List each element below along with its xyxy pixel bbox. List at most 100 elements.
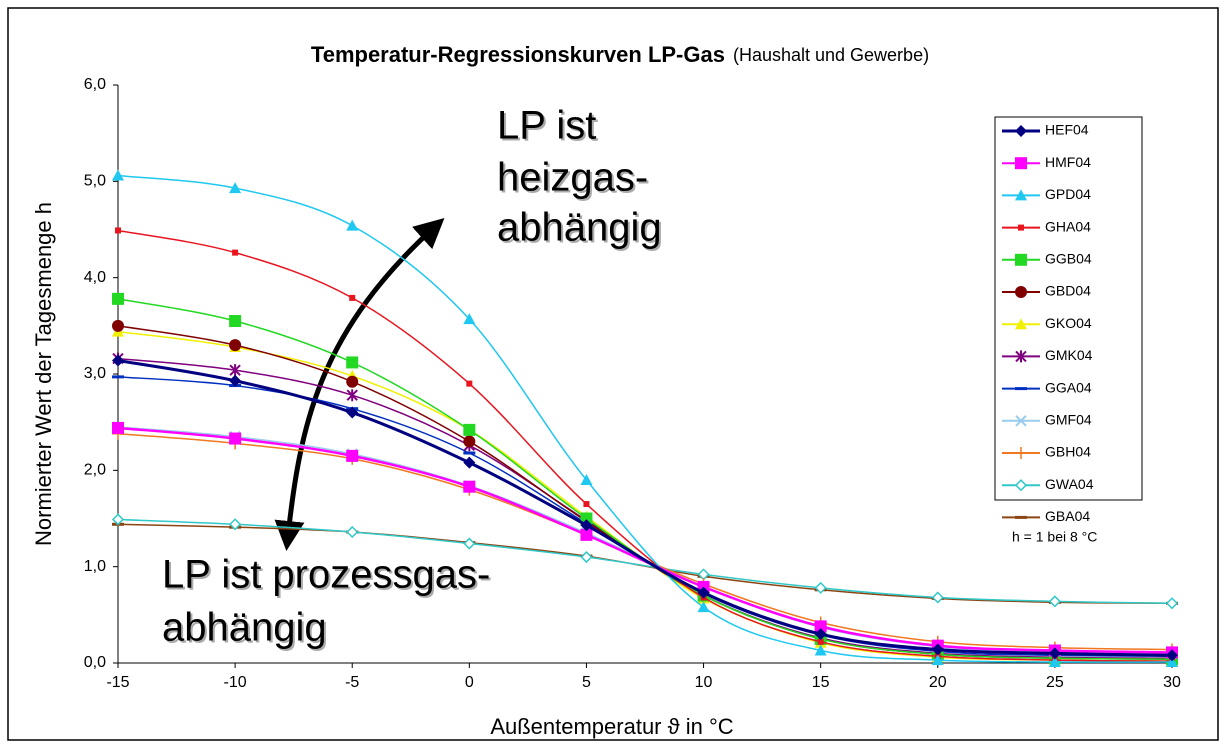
chart-title: Temperatur-Regressionskurven LP-Gas (Haus… bbox=[311, 42, 929, 67]
x-tick-label: 25 bbox=[1046, 674, 1064, 691]
y-tick-label: 2,0 bbox=[84, 462, 106, 479]
marker bbox=[229, 182, 242, 194]
y-tick-label: 4,0 bbox=[84, 269, 106, 286]
marker bbox=[1166, 656, 1178, 668]
legend-marker bbox=[1015, 447, 1027, 459]
marker bbox=[817, 638, 824, 645]
marker bbox=[112, 421, 124, 434]
marker bbox=[931, 654, 944, 666]
marker bbox=[229, 339, 242, 352]
marker bbox=[1048, 656, 1061, 668]
legend-box bbox=[994, 116, 1143, 501]
series-line bbox=[117, 229, 1173, 662]
legend-marker bbox=[1015, 350, 1027, 363]
annotation: abhängig bbox=[162, 606, 327, 650]
marker bbox=[346, 389, 358, 402]
marker bbox=[346, 406, 359, 419]
marker bbox=[112, 319, 124, 332]
legend-label: GWA04 bbox=[1045, 476, 1094, 492]
marker bbox=[1048, 647, 1061, 660]
series-line bbox=[117, 359, 1173, 657]
legend-marker bbox=[1015, 189, 1027, 201]
marker bbox=[463, 537, 476, 550]
marker bbox=[697, 586, 710, 599]
annotation: h = 1 bei 8 °C bbox=[1012, 529, 1097, 545]
marker bbox=[463, 435, 476, 448]
legend-label: HMF04 bbox=[1045, 154, 1091, 170]
marker bbox=[463, 313, 476, 325]
marker bbox=[112, 292, 124, 305]
marker bbox=[463, 480, 476, 493]
marker bbox=[346, 449, 359, 462]
marker bbox=[232, 249, 239, 256]
marker bbox=[814, 628, 827, 641]
series-line bbox=[117, 426, 1173, 654]
legend-label: GHA04 bbox=[1045, 218, 1091, 234]
y-tick-label: 1,0 bbox=[84, 558, 106, 575]
annotation: heizgas- bbox=[497, 156, 648, 200]
legend-label: HEF04 bbox=[1045, 122, 1089, 138]
title: Temperatur-Regressionskurven LP-Gas bbox=[311, 42, 725, 67]
legend-label: GKO04 bbox=[1045, 315, 1092, 331]
marker bbox=[111, 513, 125, 526]
x-tick-label: 10 bbox=[695, 674, 713, 691]
marker bbox=[463, 456, 476, 469]
marker bbox=[346, 219, 359, 231]
legend-label: GBD04 bbox=[1045, 283, 1091, 299]
x-tick-label: 0 bbox=[465, 674, 474, 691]
annotation: abhängig bbox=[497, 206, 662, 250]
legend-label: GBH04 bbox=[1045, 444, 1091, 460]
marker bbox=[931, 643, 944, 656]
x-tick-label: 20 bbox=[929, 674, 947, 691]
y-tick-label: 0,0 bbox=[84, 654, 106, 671]
legend-label: GMK04 bbox=[1045, 347, 1093, 363]
subtitle: (Haushalt und Gewerbe) bbox=[733, 45, 929, 65]
annotation: LP ist prozessgas- bbox=[162, 553, 490, 597]
marker bbox=[697, 601, 710, 613]
x-tick-label: 30 bbox=[1163, 674, 1181, 691]
marker bbox=[1165, 597, 1179, 610]
legend-marker bbox=[1015, 253, 1027, 266]
marker bbox=[112, 169, 124, 181]
marker bbox=[229, 364, 241, 377]
legend-marker bbox=[1015, 125, 1027, 137]
marker bbox=[229, 432, 242, 445]
legend-label: GGA04 bbox=[1045, 379, 1092, 395]
legend-label: GMF04 bbox=[1045, 412, 1092, 428]
y-axis-label: Normierter Wert der Tagesmenge h bbox=[31, 202, 56, 546]
marker bbox=[580, 550, 593, 564]
marker bbox=[115, 227, 121, 234]
annotation: LP ist bbox=[497, 104, 596, 148]
legend-marker bbox=[1015, 415, 1027, 427]
marker bbox=[346, 375, 359, 388]
x-tick-label: -15 bbox=[106, 674, 129, 691]
x-tick-label: 15 bbox=[812, 674, 830, 691]
x-tick-label: -10 bbox=[224, 674, 247, 691]
legend-label: GPD04 bbox=[1045, 186, 1091, 202]
marker bbox=[580, 519, 593, 532]
marker bbox=[580, 528, 593, 541]
legend-label: GGB04 bbox=[1045, 251, 1092, 267]
marker bbox=[814, 581, 827, 594]
marker bbox=[814, 620, 827, 633]
marker bbox=[346, 356, 359, 369]
legend-marker bbox=[1015, 318, 1027, 330]
legend-label: GBA04 bbox=[1045, 508, 1090, 524]
marker bbox=[1048, 595, 1061, 608]
series-line bbox=[117, 174, 1173, 663]
x-tick-label: 5 bbox=[582, 674, 591, 691]
legend-marker bbox=[1015, 157, 1027, 170]
marker bbox=[229, 374, 242, 387]
legend-marker bbox=[1014, 479, 1028, 492]
arrow bbox=[274, 217, 445, 551]
legend-marker bbox=[1018, 224, 1024, 231]
y-tick-label: 5,0 bbox=[84, 173, 106, 190]
marker bbox=[466, 380, 473, 387]
x-axis-label: Außentemperatur ϑ in °C bbox=[490, 714, 733, 739]
marker bbox=[346, 525, 359, 539]
marker bbox=[931, 591, 944, 604]
y-tick-label: 3,0 bbox=[84, 365, 106, 382]
marker bbox=[229, 518, 242, 531]
x-tick-label: -5 bbox=[345, 674, 359, 691]
